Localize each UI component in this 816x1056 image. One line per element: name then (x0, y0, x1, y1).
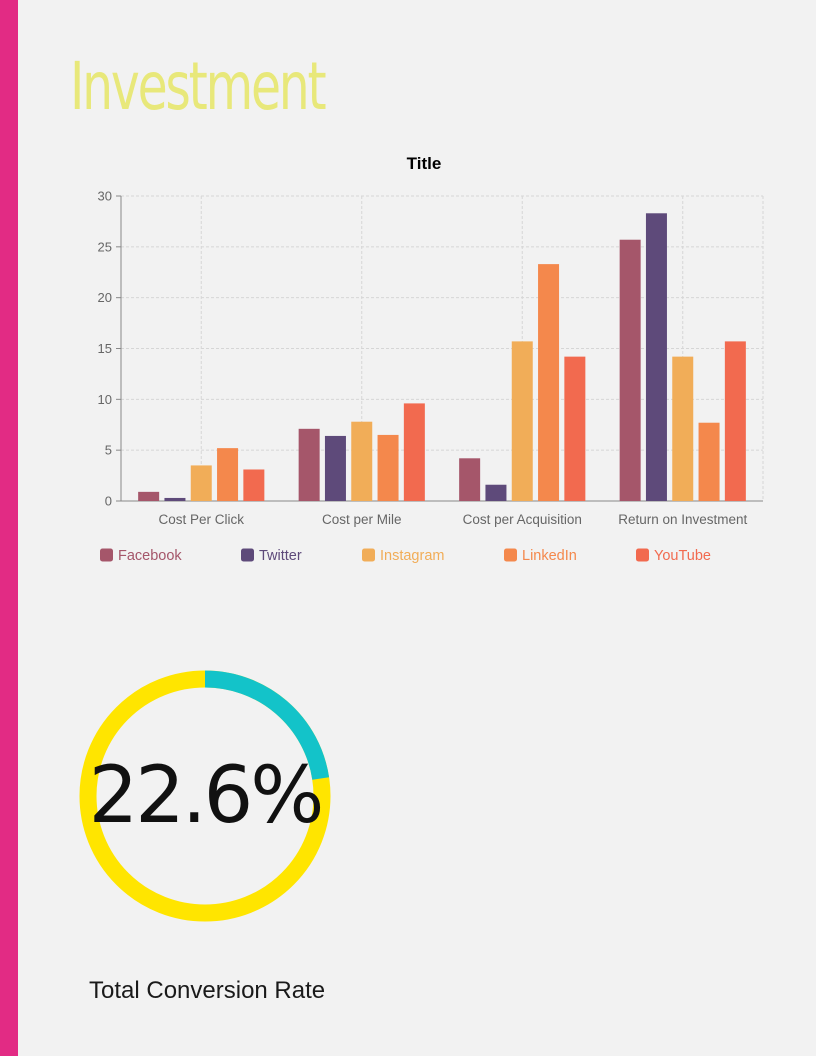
donut-fill-arc (79, 670, 331, 922)
bar (511, 341, 533, 501)
chart-legend: Facebook Twitter Instagram LinkedIn YouTube (100, 548, 711, 564)
legend-label: LinkedIn (522, 548, 577, 564)
chart-bars (138, 213, 746, 502)
conversion-donut (79, 670, 331, 922)
conversion-rate-label: Total Conversion Rate (89, 977, 326, 1004)
bar (243, 469, 265, 501)
bar (672, 356, 694, 501)
bar (538, 264, 560, 501)
bar-chart: Title 0 5 10 15 20 25 30 Cost Per Click Cost per… (98, 154, 764, 564)
legend-label: Facebook (118, 548, 182, 564)
legend-label: YouTube (654, 548, 711, 564)
y-tick-label: 20 (98, 290, 112, 305)
bar (459, 458, 481, 501)
bar (377, 434, 399, 501)
bar (698, 422, 720, 501)
legend-swatch (504, 548, 517, 562)
bar (564, 356, 586, 501)
y-tick-label: 5 (105, 443, 112, 458)
y-tick-label: 30 (98, 189, 112, 204)
x-tick-label: Cost per Acquisition (463, 512, 582, 527)
conversion-rate-value: 22.6% (88, 751, 325, 841)
bar (217, 448, 239, 501)
bar (298, 428, 320, 501)
legend-label: Instagram (380, 548, 444, 564)
bar (724, 341, 746, 501)
chart-title: Title (407, 154, 442, 173)
page-title: Investment (70, 48, 327, 125)
y-tick-label: 15 (98, 341, 112, 356)
bar (138, 491, 160, 501)
legend-swatch (100, 548, 113, 562)
y-tick-label: 25 (98, 239, 112, 254)
bar (403, 403, 425, 501)
bar (485, 484, 507, 501)
bar (190, 465, 212, 501)
x-tick-label: Cost per Mile (322, 512, 402, 527)
x-tick-label: Cost Per Click (158, 512, 244, 527)
y-tick-label: 0 (105, 494, 112, 509)
x-tick-label: Return on Investment (618, 512, 747, 527)
y-tick-label: 10 (98, 392, 112, 407)
bar (619, 239, 641, 501)
bar (351, 421, 373, 501)
bar (324, 435, 346, 501)
accent-side-bar (0, 0, 18, 1056)
legend-label: Twitter (259, 548, 302, 564)
legend-swatch (241, 548, 254, 562)
bar (164, 497, 186, 501)
chart-axes: 0 5 10 15 20 25 30 Cost Per Click Cost per Mile C… (98, 189, 763, 527)
legend-swatch (636, 548, 649, 562)
legend-swatch (362, 548, 375, 562)
bar (645, 213, 667, 502)
